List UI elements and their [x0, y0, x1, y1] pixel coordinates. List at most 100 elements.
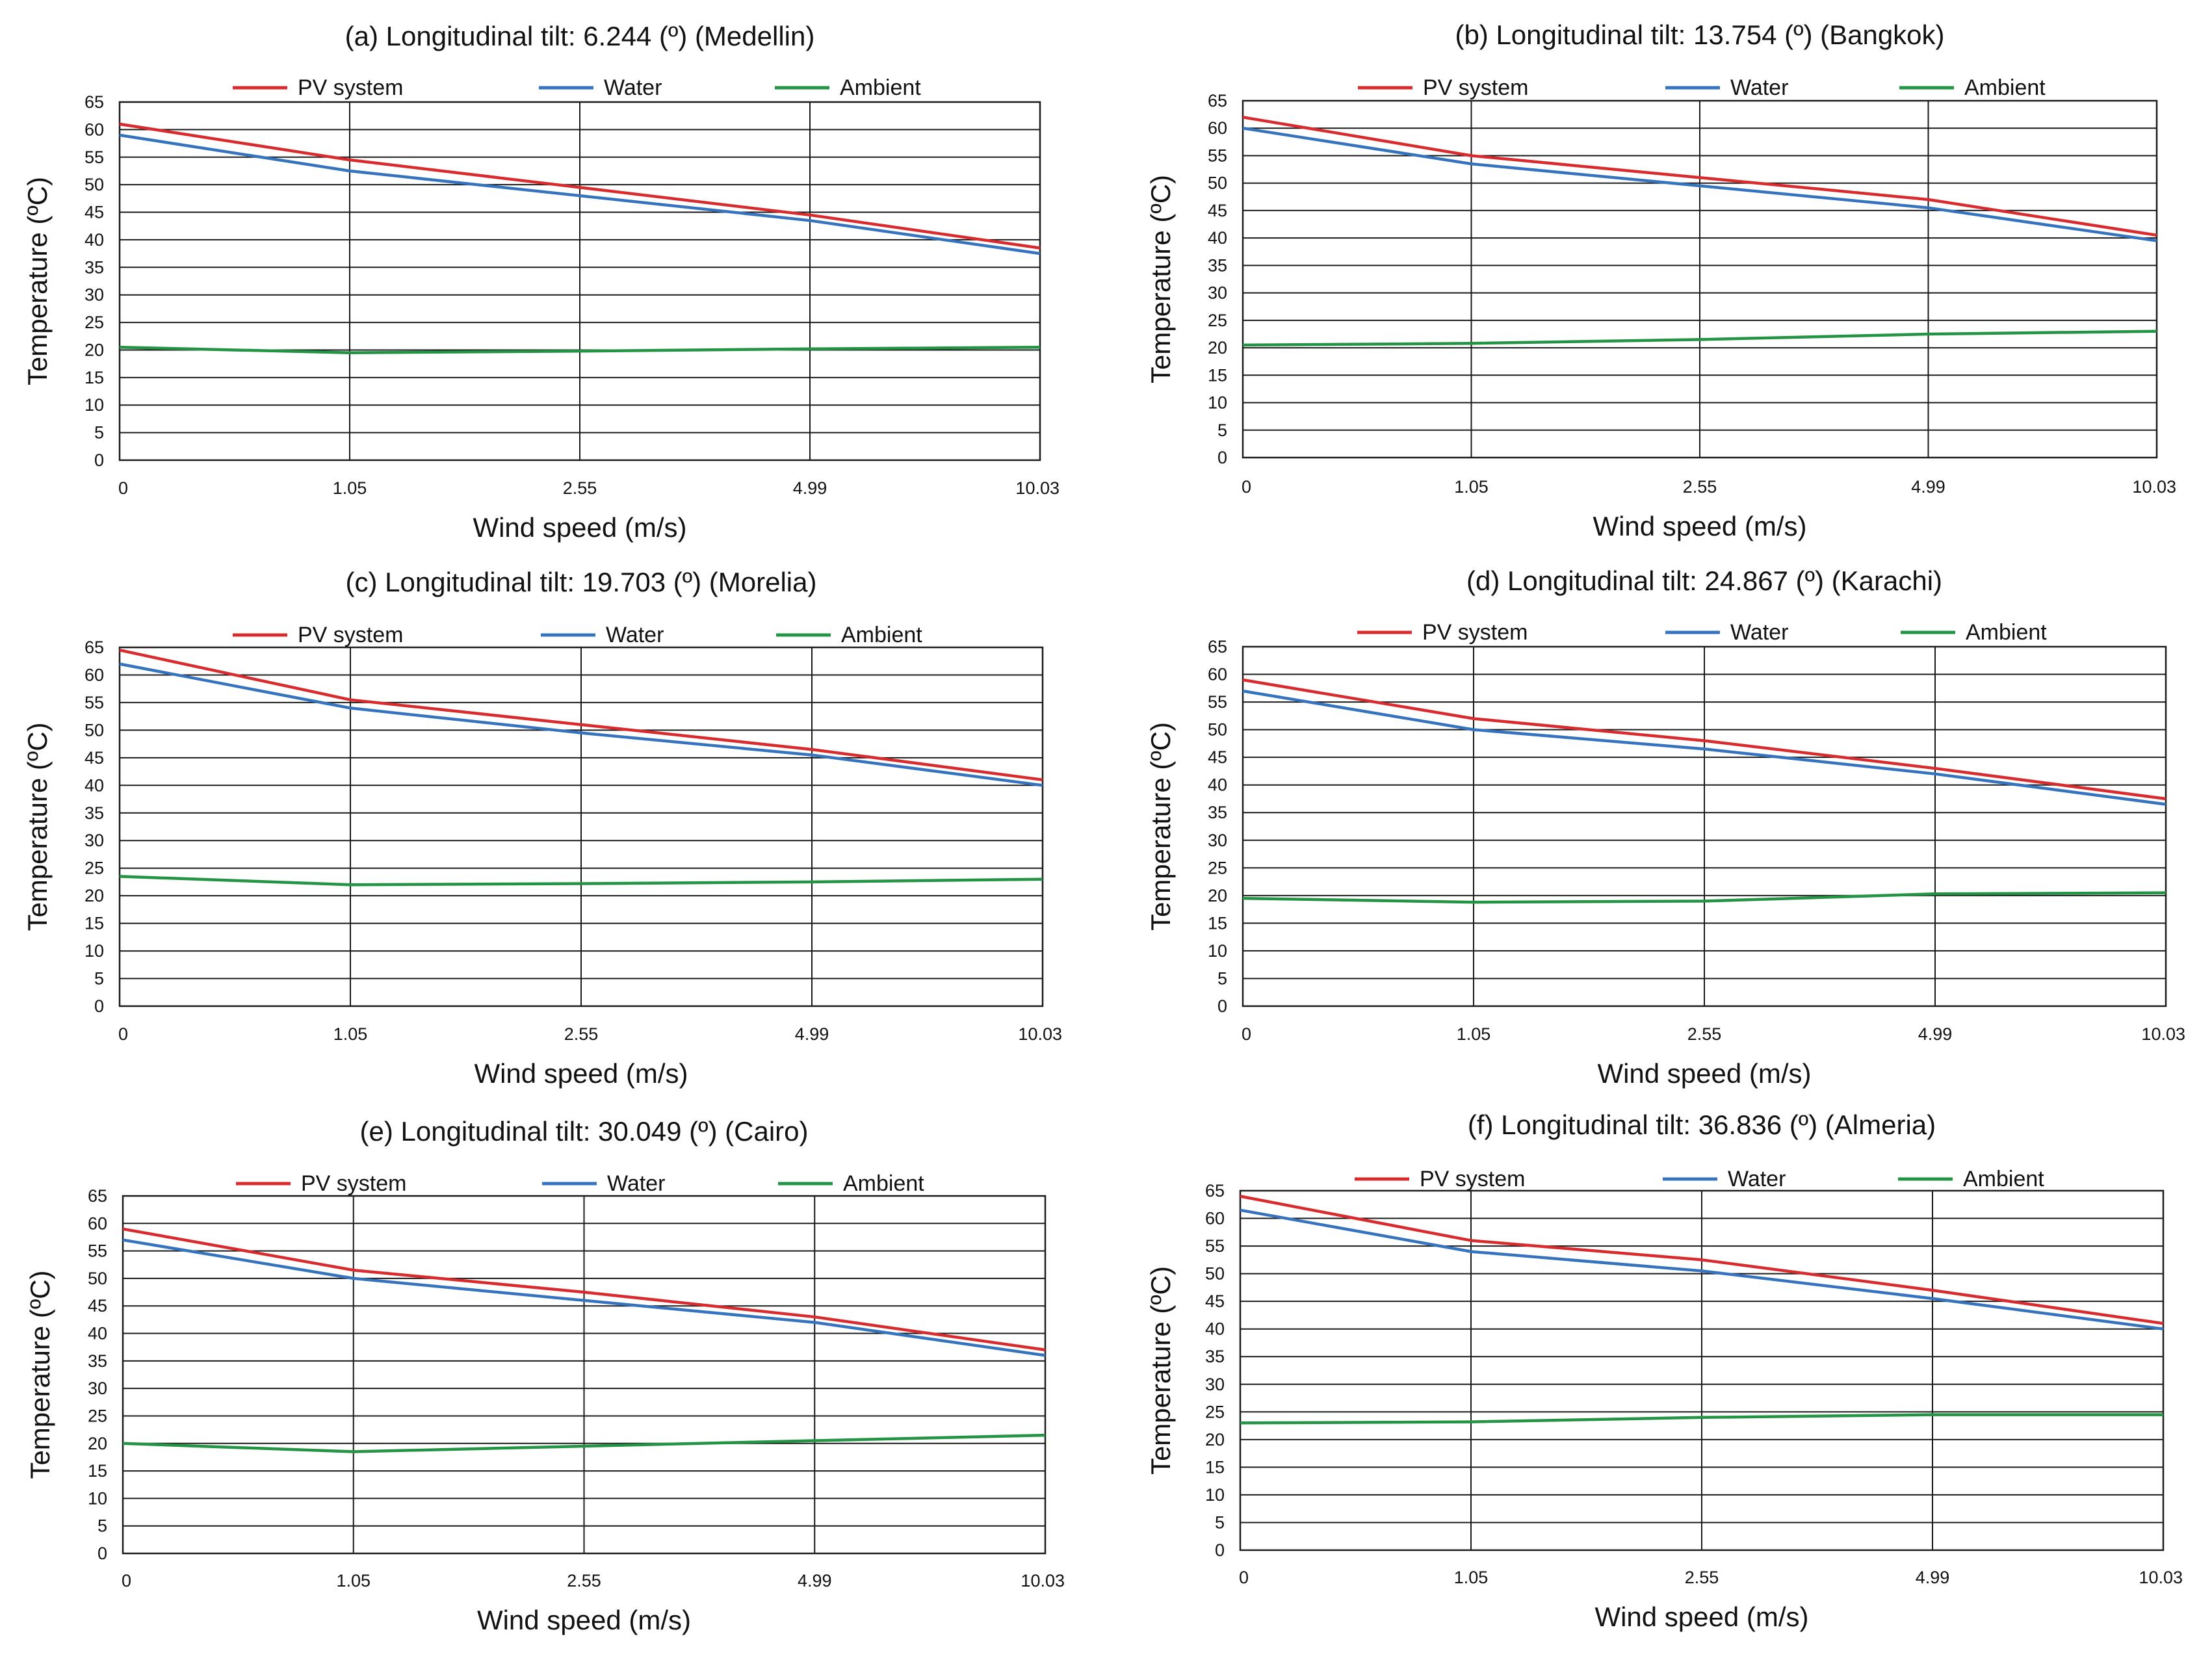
- series-line-ambient: [119, 875, 1043, 887]
- series-line-water: [1242, 689, 2166, 806]
- y-tick-label: 35: [1208, 803, 1227, 822]
- x-tick-label: 0: [1242, 1024, 1251, 1044]
- chart-panel-d: (d) Longitudinal tilt: 24.867 (º) (Karac…: [1145, 565, 2185, 1089]
- x-axis-label: Wind speed (m/s): [473, 512, 686, 543]
- y-tick-label: 15: [85, 368, 104, 387]
- y-tick-label: 10: [85, 395, 104, 415]
- x-tick-label: 0: [1242, 477, 1251, 497]
- y-tick-label: 60: [1208, 665, 1227, 684]
- legend-label-pv-system: PV system: [301, 1171, 406, 1196]
- y-tick-label: 45: [1208, 747, 1227, 767]
- y-tick-label: 50: [85, 175, 104, 194]
- x-tick-label: 4.99: [793, 478, 827, 498]
- chart-panel-e: (e) Longitudinal tilt: 30.049 (º) (Cairo…: [25, 1116, 1065, 1635]
- series-line-water: [119, 133, 1041, 255]
- y-tick-label: 15: [1205, 1457, 1225, 1477]
- x-tick-label: 0: [118, 478, 128, 498]
- legend-label-pv-system: PV system: [1423, 75, 1528, 100]
- y-tick-label: 50: [1208, 174, 1227, 193]
- series-line-water: [119, 662, 1043, 787]
- y-tick-label: 55: [1205, 1236, 1225, 1256]
- series-line-ambient: [1240, 1413, 2163, 1425]
- y-tick-label: 35: [85, 803, 104, 823]
- x-tick-label: 4.99: [1916, 1568, 1950, 1587]
- x-tick-label: 1.05: [333, 478, 367, 498]
- plot-frame: [1239, 1189, 2165, 1551]
- y-tick-label: 50: [88, 1269, 107, 1288]
- y-tick-label: 65: [85, 638, 104, 657]
- y-tick-label: 45: [85, 748, 104, 768]
- y-tick-label: 55: [85, 148, 104, 167]
- y-tick-label: 30: [1205, 1375, 1225, 1394]
- plot-frame: [1242, 645, 2167, 1007]
- x-axis-label: Wind speed (m/s): [1594, 1602, 1808, 1632]
- legend-label-pv-system: PV system: [1420, 1167, 1525, 1191]
- y-tick-label: 30: [88, 1379, 107, 1398]
- y-tick-label: 15: [1208, 913, 1227, 933]
- y-tick-label: 5: [98, 1516, 107, 1536]
- y-tick-label: 55: [85, 693, 104, 712]
- y-tick-label: 40: [1208, 228, 1227, 248]
- x-tick-label: 10.03: [1021, 1571, 1065, 1590]
- y-tick-label: 5: [1217, 421, 1227, 440]
- x-tick-label: 10.03: [2141, 1024, 2185, 1044]
- chart-title: (e) Longitudinal tilt: 30.049 (º) (Cairo…: [360, 1116, 809, 1147]
- x-tick-label: 1.05: [1454, 477, 1489, 497]
- legend-label-ambient: Ambient: [1964, 75, 2046, 100]
- y-tick-label: 25: [85, 313, 104, 332]
- x-tick-label: 4.99: [795, 1024, 829, 1044]
- series-line-water: [1240, 1208, 2164, 1330]
- y-tick-label: 40: [1208, 775, 1227, 795]
- x-tick-label: 10.03: [1015, 478, 1060, 498]
- y-tick-label: 0: [94, 996, 104, 1016]
- y-axis-label: Temperature (ºC): [22, 722, 53, 931]
- y-tick-label: 40: [88, 1324, 107, 1343]
- x-axis-label: Wind speed (m/s): [474, 1058, 688, 1089]
- y-tick-label: 0: [1217, 448, 1227, 467]
- chart-panel-c: (c) Longitudinal tilt: 19.703 (º) (Morel…: [22, 567, 1062, 1089]
- x-tick-label: 4.99: [798, 1571, 832, 1590]
- y-tick-label: 65: [1208, 637, 1227, 656]
- y-tick-label: 10: [1208, 393, 1227, 413]
- y-tick-label: 25: [1208, 311, 1227, 330]
- legend-label-ambient: Ambient: [1966, 620, 2047, 645]
- y-tick-label: 60: [88, 1213, 107, 1233]
- y-tick-label: 5: [1215, 1512, 1225, 1532]
- legend-label-water: Water: [607, 1171, 665, 1196]
- y-tick-label: 0: [1217, 996, 1227, 1016]
- y-tick-label: 20: [1205, 1430, 1225, 1449]
- legend-label-water: Water: [1730, 620, 1788, 645]
- y-tick-label: 25: [1205, 1402, 1225, 1421]
- y-tick-label: 45: [1208, 201, 1227, 220]
- x-tick-label: 2.55: [563, 478, 597, 498]
- y-tick-label: 60: [85, 120, 104, 139]
- y-tick-label: 60: [1205, 1209, 1225, 1228]
- y-tick-label: 0: [98, 1544, 107, 1563]
- legend-label-pv-system: PV system: [1422, 620, 1528, 645]
- y-tick-label: 5: [94, 969, 104, 989]
- series-line-pv-system: [1242, 116, 2157, 237]
- y-tick-label: 35: [85, 257, 104, 277]
- y-tick-label: 65: [85, 92, 104, 112]
- y-tick-label: 30: [85, 285, 104, 305]
- y-tick-label: 15: [85, 914, 104, 933]
- legend-label-water: Water: [1730, 75, 1788, 100]
- y-tick-label: 60: [1208, 118, 1227, 138]
- x-tick-label: 0: [122, 1571, 131, 1590]
- x-tick-label: 2.55: [1685, 1568, 1719, 1587]
- x-axis-label: Wind speed (m/s): [1597, 1058, 1811, 1089]
- x-tick-label: 4.99: [1918, 1024, 1953, 1044]
- legend-label-ambient: Ambient: [841, 623, 922, 647]
- plot-frame: [1242, 99, 2158, 459]
- y-tick-label: 45: [85, 203, 104, 222]
- y-tick-label: 20: [1208, 338, 1227, 357]
- y-axis-label: Temperature (ºC): [1145, 175, 1176, 383]
- y-tick-label: 10: [85, 941, 104, 961]
- y-tick-label: 30: [85, 831, 104, 850]
- plot-frame: [118, 646, 1044, 1007]
- x-axis-label: Wind speed (m/s): [1593, 511, 1806, 541]
- y-tick-label: 5: [94, 423, 104, 443]
- chart-title: (b) Longitudinal tilt: 13.754 (º) (Bangk…: [1455, 19, 1944, 50]
- y-tick-label: 30: [1208, 283, 1227, 303]
